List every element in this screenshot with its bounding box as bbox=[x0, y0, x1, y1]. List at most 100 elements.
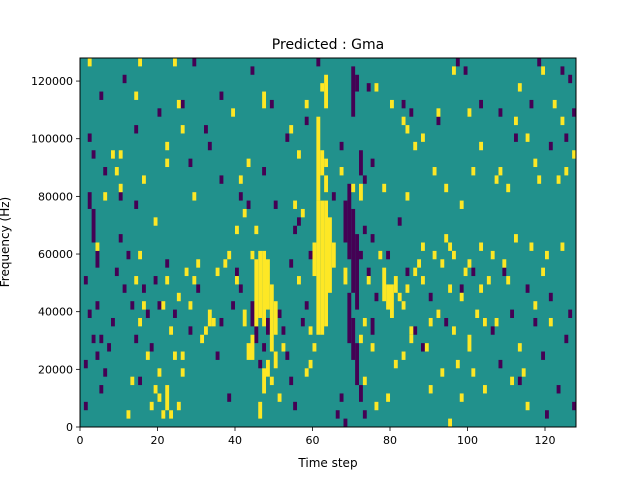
x-axis-label: Time step bbox=[297, 456, 357, 470]
heatmap-cell-high bbox=[200, 334, 205, 344]
heatmap-cell-high bbox=[293, 200, 298, 209]
heatmap-cell-high bbox=[393, 276, 398, 293]
heatmap-cell-low bbox=[498, 108, 503, 117]
heatmap-cell-high bbox=[432, 167, 437, 176]
heatmap-cells bbox=[83, 58, 577, 427]
heatmap-cell-high bbox=[514, 116, 518, 126]
y-tick-label: 120000 bbox=[31, 75, 73, 88]
heatmap-cell-high bbox=[138, 58, 143, 67]
heatmap-cell-low bbox=[188, 158, 193, 168]
heatmap-cell-high bbox=[467, 108, 472, 117]
heatmap-cell-low bbox=[103, 167, 108, 176]
heatmap-cell-high bbox=[250, 250, 255, 260]
heatmap-cell-high bbox=[452, 66, 456, 75]
heatmap-cell-low bbox=[548, 141, 553, 151]
heatmap-cell-high bbox=[242, 309, 247, 327]
heatmap-cell-low bbox=[134, 334, 139, 344]
heatmap-cell-high bbox=[227, 250, 232, 260]
heatmap-cell-high bbox=[533, 301, 538, 310]
heatmap-cell-high bbox=[103, 192, 108, 201]
heatmap-cell-low bbox=[355, 234, 360, 310]
heatmap-cell-high bbox=[436, 309, 441, 318]
heatmap-cell-low bbox=[87, 192, 92, 209]
heatmap-cell-high bbox=[161, 301, 166, 310]
heatmap-cell-high bbox=[312, 242, 317, 277]
heatmap-cell-high bbox=[448, 418, 453, 427]
heatmap-cell-low bbox=[459, 284, 464, 293]
heatmap-cell-low bbox=[157, 108, 162, 117]
heatmap-cell-low bbox=[517, 376, 522, 386]
heatmap-cell-high bbox=[444, 234, 449, 243]
heatmap-cell-high bbox=[436, 108, 441, 117]
heatmap-cell-low bbox=[281, 326, 286, 335]
heatmap-cell-high bbox=[297, 276, 301, 285]
heatmap-cell-high bbox=[262, 91, 267, 109]
heatmap-cell-high bbox=[118, 183, 123, 193]
heatmap-cell-high bbox=[134, 276, 139, 285]
heatmap-cell-low bbox=[204, 125, 208, 134]
heatmap-cell-high bbox=[138, 250, 143, 260]
heatmap-cell-low bbox=[227, 393, 232, 402]
heatmap-cell-high bbox=[351, 183, 356, 193]
heatmap-cell-high bbox=[378, 250, 383, 260]
heatmap-cell-high bbox=[359, 183, 363, 201]
y-tick-label: 60000 bbox=[38, 248, 73, 261]
heatmap-cell-high bbox=[331, 242, 336, 268]
heatmap-cell-high bbox=[95, 242, 100, 251]
heatmap-cell-high bbox=[455, 359, 460, 369]
heatmap-cell-low bbox=[479, 99, 484, 109]
heatmap-cell-high bbox=[235, 276, 239, 285]
heatmap-cell-high bbox=[304, 368, 309, 377]
heatmap-cell-high bbox=[390, 284, 394, 318]
heatmap-cell-high bbox=[165, 158, 170, 168]
heatmap-cell-high bbox=[269, 284, 274, 352]
heatmap-cell-low bbox=[436, 116, 441, 126]
heatmap-cell-low bbox=[122, 284, 127, 293]
heatmap-cell-high bbox=[397, 292, 402, 302]
heatmap-cell-high bbox=[359, 334, 363, 344]
heatmap-cell-high bbox=[564, 167, 569, 176]
heatmap-cell-high bbox=[157, 368, 162, 377]
heatmap-cell-low bbox=[370, 158, 375, 168]
heatmap-cell-high bbox=[262, 368, 267, 394]
heatmap-cell-low bbox=[238, 192, 243, 201]
heatmap-cell-low bbox=[304, 116, 309, 126]
heatmap-cell-high bbox=[545, 250, 549, 260]
heatmap-cell-high bbox=[165, 385, 170, 411]
heatmap-cell-high bbox=[514, 234, 518, 243]
heatmap-cell-high bbox=[525, 401, 530, 411]
heatmap-cell-high bbox=[211, 317, 216, 327]
heatmap-cell-low bbox=[366, 267, 371, 277]
heatmap-cell-high bbox=[428, 317, 433, 327]
heatmap-cell-low bbox=[471, 267, 476, 277]
heatmap-cell-high bbox=[529, 242, 534, 251]
heatmap-cell-low bbox=[343, 418, 348, 427]
heatmap-cell-high bbox=[510, 376, 515, 386]
heatmap-cell-high bbox=[304, 99, 309, 109]
plot-area bbox=[80, 58, 577, 427]
heatmap-cell-low bbox=[83, 401, 88, 411]
heatmap-cell-low bbox=[463, 66, 468, 75]
heatmap-cell-low bbox=[343, 200, 348, 243]
heatmap-cell-high bbox=[448, 284, 453, 293]
heatmap-cell-high bbox=[165, 276, 170, 285]
heatmap-cell-high bbox=[192, 192, 197, 201]
heatmap-cell-low bbox=[107, 343, 112, 352]
heatmap-cell-high bbox=[157, 393, 162, 402]
heatmap-cell-low bbox=[126, 250, 131, 260]
heatmap-cell-high bbox=[254, 259, 259, 327]
heatmap-cell-high bbox=[207, 309, 212, 327]
heatmap-cell-high bbox=[188, 301, 193, 310]
heatmap-cell-low bbox=[514, 133, 518, 142]
heatmap-cell-high bbox=[238, 175, 243, 184]
heatmap-cell-low bbox=[138, 376, 143, 386]
heatmap-cell-high bbox=[145, 351, 150, 360]
heatmap-cell-low bbox=[308, 250, 313, 260]
heatmap-cell-high bbox=[250, 334, 255, 360]
heatmap-cell-high bbox=[362, 317, 367, 327]
heatmap-cell-low bbox=[572, 108, 577, 117]
heatmap-cell-high bbox=[176, 99, 181, 109]
heatmap-cell-high bbox=[459, 393, 464, 402]
heatmap-cell-low bbox=[572, 401, 577, 411]
heatmap-cell-high bbox=[277, 393, 282, 402]
